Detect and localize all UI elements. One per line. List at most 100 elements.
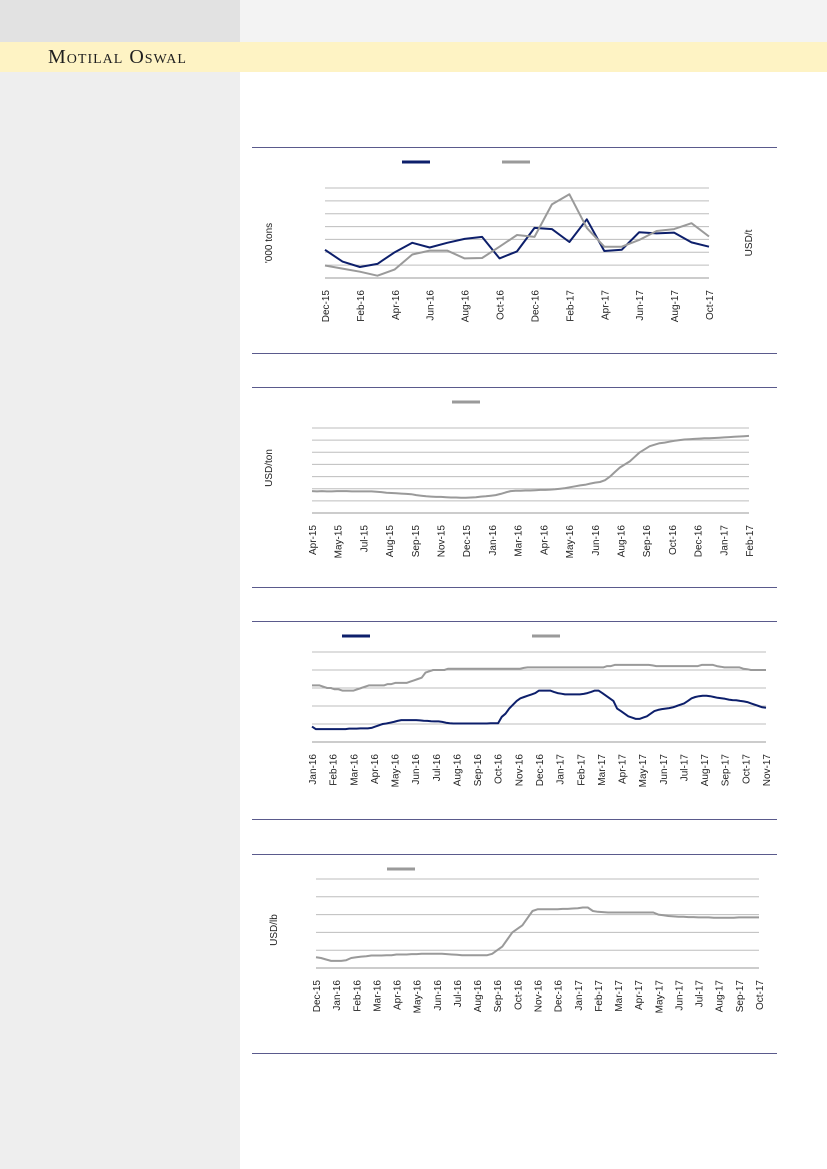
x-tick-label: Mar-16: [349, 754, 360, 786]
x-tick-label: Oct-17: [705, 290, 716, 320]
brand-band: [0, 42, 827, 72]
x-tick-label: Apr-16: [391, 290, 402, 320]
x-tick-label: Aug-17: [715, 980, 726, 1013]
x-tick-label: May-17: [654, 980, 665, 1014]
x-tick-label: Apr-16: [370, 754, 381, 784]
x-tick-label: Dec-16: [554, 980, 565, 1013]
x-tick-label: Jul-16: [453, 980, 464, 1008]
x-tick-label: Oct-16: [668, 525, 679, 555]
x-tick-label: Dec-15: [321, 290, 332, 323]
chart-3-bottom-rule: [252, 819, 777, 820]
x-tick-label: Oct-16: [496, 290, 507, 320]
x-tick-label: Nov-16: [514, 754, 525, 787]
x-tick-label: Mar-16: [372, 980, 383, 1012]
chart-2-bottom-rule: [252, 587, 777, 588]
x-tick-label: Nov-15: [437, 525, 448, 558]
x-tick-label: Feb-16: [329, 754, 340, 786]
x-tick-label: Jun-17: [659, 754, 670, 785]
x-tick-label: Feb-17: [576, 754, 587, 786]
x-tick-label: Oct-16: [513, 980, 524, 1010]
series-line-1: [324, 218, 710, 268]
chart-2-svg: Apr-15 May-15 Jul-15 Aug-15 Sep-15 Nov-15 Dec-…: [264, 400, 756, 559]
x-tick-label: May-15: [334, 525, 345, 559]
chart-1-bottom-rule: [252, 353, 777, 354]
x-tick-label: Jun-17: [675, 980, 686, 1011]
x-tick-label: Feb-16: [356, 290, 367, 322]
x-tick-label: May-16: [391, 754, 402, 788]
header-left-block: [0, 0, 240, 42]
x-tick-label: Dec-16: [694, 525, 705, 558]
x-tick-label: Jun-16: [591, 525, 602, 556]
series-line-2: [312, 663, 766, 692]
x-tick-label: Dec-15: [312, 980, 323, 1013]
left-margin-panel: [0, 0, 240, 1169]
x-tick-label: Jul-16: [432, 754, 443, 782]
chart-3-svg: Jan-16 Feb-16 Mar-16 Apr-16 May-16 Jun-16 Jul-…: [308, 634, 773, 788]
x-tick-label: Jan-16: [332, 980, 343, 1011]
x-tick-label: Sep-16: [642, 525, 653, 558]
x-tick-label: Apr-17: [634, 980, 645, 1010]
chart-4-container: Dec-15 Jan-16 Feb-16 Mar-16 Apr-16 May-16 Jun-…: [252, 854, 777, 1055]
x-tick-label: Apr-15: [308, 525, 319, 555]
x-tick-label: Apr-16: [393, 980, 404, 1010]
brand-logo: Motilal Oswal: [48, 46, 187, 68]
x-tick-label: Jun-16: [433, 980, 444, 1011]
x-tick-label: Jun-16: [426, 290, 437, 321]
chart-1-container: Dec-15 Feb-16 Apr-16 Jun-16 Aug-16 Oct-16 Dec-…: [252, 147, 777, 355]
x-tick-label: Aug-17: [670, 290, 681, 323]
series-line-2: [324, 193, 710, 277]
x-tick-label: Feb-17: [565, 290, 576, 322]
x-tick-label: Aug-15: [385, 525, 396, 558]
x-tick-label: Sep-16: [473, 754, 484, 787]
header-right-block: [240, 0, 827, 42]
x-tick-label: Dec-15: [462, 525, 473, 558]
chart-2-container: Apr-15 May-15 Jul-15 Aug-15 Sep-15 Nov-15 Dec-…: [252, 387, 777, 589]
chart-4-bottom-rule: [252, 1053, 777, 1054]
x-tick-label: Apr-17: [600, 290, 611, 320]
y-axis-title: USD/ton: [264, 449, 275, 487]
x-tick-label: Jun-17: [635, 290, 646, 321]
x-tick-label: May-16: [413, 980, 424, 1014]
series-line-1: [315, 906, 759, 962]
x-tick-label: Aug-16: [461, 290, 472, 323]
x-tick-label: Jul-17: [695, 980, 706, 1008]
x-tick-label: Sep-16: [493, 980, 504, 1013]
chart-1-svg: Dec-15 Feb-16 Apr-16 Jun-16 Aug-16 Oct-16 Dec-…: [264, 160, 755, 323]
x-tick-label: Aug-16: [453, 754, 464, 787]
chart-4-top-rule: [252, 854, 777, 855]
x-tick-label: Oct-16: [494, 754, 505, 784]
x-tick-label: Jul-15: [359, 525, 370, 553]
x-tick-label: Mar-16: [514, 525, 525, 557]
x-tick-label: Oct-17: [741, 754, 752, 784]
x-tick-label: Apr-16: [539, 525, 550, 555]
x-tick-label: Jan-17: [556, 754, 567, 785]
x-tick-label: Jan-16: [488, 525, 499, 556]
x-tick-label: Aug-16: [617, 525, 628, 558]
x-tick-label: Aug-16: [473, 980, 484, 1013]
x-tick-label: Nov-17: [762, 754, 773, 787]
x-tick-label: Jun-16: [411, 754, 422, 785]
x-tick-label: Jul-17: [680, 754, 691, 782]
chart-1-top-rule: [252, 147, 777, 148]
y-axis-title: USD/lb: [269, 914, 280, 946]
x-tick-label: Aug-17: [700, 754, 711, 787]
chart-3-top-rule: [252, 621, 777, 622]
y-axis-title: '000 tons: [264, 223, 275, 263]
x-tick-label: Dec-16: [531, 290, 542, 323]
x-tick-label: Jan-17: [719, 525, 730, 556]
x-tick-label: Jan-16: [308, 754, 319, 785]
y-axis-title-right: USD/t: [744, 229, 755, 256]
chart-4-svg: Dec-15 Jan-16 Feb-16 Mar-16 Apr-16 May-16 Jun-…: [269, 867, 766, 1014]
x-tick-label: Sep-17: [721, 754, 732, 787]
x-tick-label: Dec-16: [535, 754, 546, 787]
x-tick-label: May-16: [565, 525, 576, 559]
series-line-1: [311, 434, 750, 499]
chart-3-container: Jan-16 Feb-16 Mar-16 Apr-16 May-16 Jun-16 Jul-…: [252, 621, 777, 820]
x-tick-label: Nov-16: [534, 980, 545, 1013]
x-tick-label: Sep-17: [735, 980, 746, 1013]
x-tick-label: Oct-17: [755, 980, 766, 1010]
x-tick-label: Apr-17: [618, 754, 629, 784]
x-tick-label: Mar-17: [614, 980, 625, 1012]
x-tick-label: Feb-17: [745, 525, 756, 557]
x-tick-label: Feb-16: [352, 980, 363, 1012]
